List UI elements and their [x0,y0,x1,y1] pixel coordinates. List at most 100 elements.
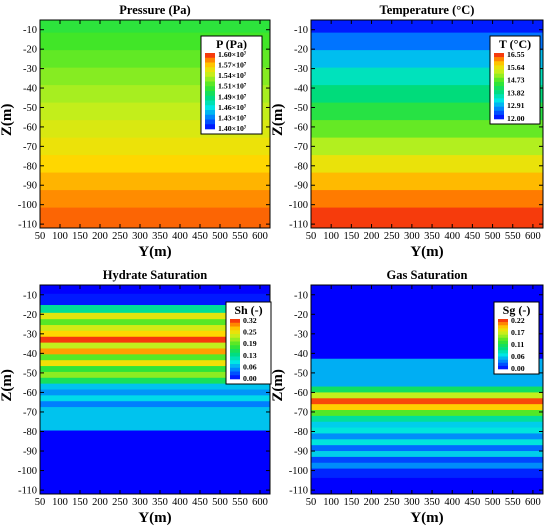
colorbar-swatch [205,124,215,130]
x-tick-label: 50 [35,231,46,242]
colorbar-swatch [498,347,508,351]
heat-band [311,421,543,428]
colorbar-swatch [205,91,215,97]
x-tick-label: 350 [424,497,440,508]
chart-panel-4: Gas Saturation -10 -20 -30 -40 -50 -60 -70 -80 -9… [270,268,544,526]
colorbar-swatch [230,345,240,350]
chart-panel-2: Temperature (°C) -10 -20 -30 -40 -50 -60 -70 -80… [270,3,544,260]
heat-band [311,439,543,446]
colorbar-swatch [498,344,508,348]
y-tick-label: -30 [294,329,308,340]
chart-panel-3: Hydrate Saturation -10 -20 -30 -40 -50 -60 -70 -… [0,268,272,526]
x-tick-label: 100 [323,497,339,508]
heat-band [40,190,270,208]
x-axis-label: Y(m) [410,510,443,526]
y-tick-label: -110 [18,220,37,231]
x-tick-label: 550 [232,231,248,242]
y-tick-label: -20 [23,45,37,56]
y-tick-label: -10 [294,290,308,301]
x-tick-label: 400 [444,231,460,242]
heat-band [311,120,543,139]
colorbar-swatch [498,319,508,323]
y-axis-label: Z(m) [0,104,15,137]
x-tick-label: 600 [525,497,541,508]
legend: P (Pa)1.60×10⁷1.57×10⁷1.54×10⁷1.51×10⁷1.… [200,35,263,135]
y-tick-label: -90 [294,447,308,458]
heat-band [311,433,543,440]
colorbar-swatch [205,100,215,106]
heat-band [311,67,543,86]
legend-entry: 1.43×10⁷ [218,113,247,122]
x-tick-label: 150 [343,497,359,508]
heat-band [311,102,543,121]
colorbar-swatch [498,362,508,367]
x-axis-label: Y(m) [410,244,443,260]
y-tick-label: -60 [23,388,37,399]
colorbar-swatch [494,90,504,95]
x-tick-label: 600 [252,231,268,242]
legend-entry: 14.73 [507,76,525,85]
legend-title: Sh (-) [234,303,262,317]
chart-panel-1: Pressure (Pa) -10 -20 -30 -40 -50 -60 -70 -80 -90… [0,3,271,260]
colorbar-swatch [494,94,504,99]
legend-entry: 1.51×10⁷ [218,82,247,91]
x-tick-label: 400 [172,497,188,508]
x-tick-label: 400 [172,231,188,242]
heat-band [40,293,270,306]
plot-frame [310,284,544,495]
y-tick-label: -50 [23,103,37,114]
x-tick-label: 450 [192,231,208,242]
y-tick-label: -70 [23,407,37,418]
heat-band [40,172,270,191]
x-tick-label: 50 [306,231,317,242]
colorbar-swatch [230,337,240,342]
colorbar-swatch [494,98,504,103]
heat-band [311,456,543,464]
colorbar-swatch [230,367,240,372]
colorbar-swatch [498,353,508,357]
x-tick-label: 600 [525,231,541,242]
heat-band [311,410,543,417]
legend-entry: 12.91 [507,101,525,110]
heat-band [40,342,270,349]
heat-band [311,32,543,51]
colorbar-swatch [498,340,508,345]
colorbar-swatch [498,365,508,370]
heat-band [311,386,543,393]
colorbar-swatch [494,77,504,83]
legend-entry: 0.22 [511,316,525,325]
heat-band [40,348,270,355]
y-tick-label: -100 [289,200,308,211]
colorbar-swatch [205,62,215,68]
legend-entry: 15.64 [507,63,525,72]
colorbar-swatch [205,110,215,116]
legend-entry: 0.32 [243,316,257,325]
y-tick-label: -20 [294,310,308,321]
colorbar-swatch [230,360,240,365]
colorbar-swatch [494,81,504,87]
heat-band [40,383,270,390]
heat-band [311,137,543,156]
colorbar-swatch [494,65,504,70]
y-tick-label: -80 [294,161,308,172]
heat-band [40,401,270,408]
x-tick-label: 450 [465,497,481,508]
heat-band [40,319,270,326]
x-tick-label: 100 [52,231,68,242]
y-tick-label: -80 [294,427,308,438]
x-tick-label: 150 [72,497,88,508]
x-tick-label: 200 [92,231,108,242]
colorbar-swatch [498,322,508,326]
heat-band [40,354,270,361]
heat-band [311,398,543,405]
heat-band [40,371,270,379]
colorbar-swatch [498,356,508,360]
heat-band [40,312,270,320]
x-tick-label: 550 [232,497,248,508]
y-tick-label: -100 [18,466,37,477]
x-tick-label: 200 [364,231,380,242]
x-tick-label: 450 [192,497,208,508]
y-tick-label: -100 [18,200,37,211]
y-tick-label: -60 [294,122,308,133]
